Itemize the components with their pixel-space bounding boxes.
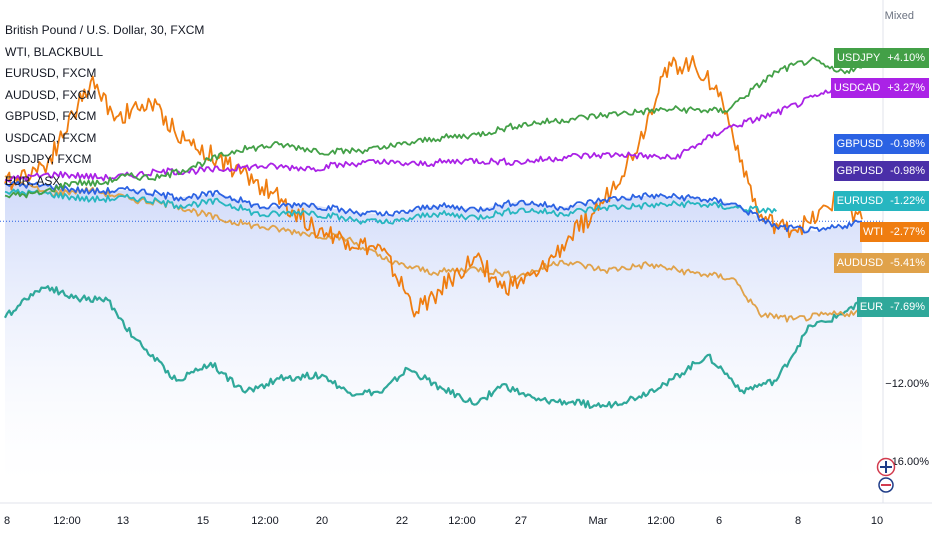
percent-tick-label: −16.00% — [885, 456, 929, 469]
legend-row[interactable]: AUDUSD, FXCM — [5, 87, 97, 102]
price-badge-symbol: GBPUSD — [836, 138, 884, 150]
price-badge[interactable]: WTI -2.77% — [859, 222, 929, 242]
scale-mode-label[interactable]: Mixed — [884, 10, 914, 22]
price-badge-symbol: AUDUSD — [836, 257, 884, 269]
time-axis-tick: 13 — [116, 515, 130, 527]
price-badge-value: +3.27% — [887, 82, 925, 94]
price-badge-value: -1.22% — [890, 195, 925, 207]
price-badge-symbol: GBPUSD — [836, 165, 884, 177]
gbpusd-area-fill — [5, 183, 862, 483]
time-axis-tick: 12:00 — [53, 515, 81, 527]
price-badge-symbol: USDCAD — [833, 82, 881, 94]
series-line-gbpusd[interactable] — [4, 180, 863, 234]
legend: British Pound / U.S. Dollar, 30, FXCM WT… — [5, 20, 204, 192]
time-axis-tick: 22 — [395, 515, 409, 527]
price-badge[interactable]: USDCAD +3.27% — [830, 78, 929, 98]
series-line-usdcad[interactable] — [4, 80, 863, 183]
time-axis-tick: Mar — [588, 515, 608, 527]
legend-row[interactable]: USDCAD, FXCM — [5, 130, 97, 145]
price-badge-symbol: EUR — [859, 301, 884, 313]
area-fill — [5, 183, 862, 483]
price-badge-value: +4.10% — [887, 52, 925, 64]
price-badge[interactable]: USDJPY +4.10% — [833, 48, 929, 68]
time-axis-tick: 12:00 — [647, 515, 675, 527]
series-line-wti[interactable] — [4, 55, 863, 318]
price-badge[interactable]: GBPUSD -0.98% — [833, 161, 929, 181]
price-badge-value: -7.69% — [890, 301, 925, 313]
price-badge-value: -5.41% — [890, 257, 925, 269]
price-badge[interactable]: AUDUSD -5.41% — [833, 253, 929, 273]
percent-tick-label: −12.00% — [885, 377, 929, 390]
time-axis-tick: 6 — [715, 515, 723, 527]
time-axis-tick: 27 — [514, 515, 528, 527]
price-badge[interactable]: EURUSD -1.22% — [833, 191, 929, 211]
time-axis-tick: 12:00 — [448, 515, 476, 527]
series-layer — [4, 55, 863, 409]
price-badge-symbol: WTI — [862, 226, 884, 238]
series-line-eurusd[interactable] — [4, 188, 777, 225]
time-axis-tick: 8 — [3, 515, 11, 527]
price-badge-symbol: USDJPY — [836, 52, 881, 64]
price-badge[interactable]: EUR -7.69% — [856, 297, 929, 317]
series-line-eur[interactable] — [4, 285, 863, 409]
price-badge-value: -0.98% — [890, 138, 925, 150]
series-line-usdjpy[interactable] — [4, 56, 863, 199]
price-badge-symbol: EURUSD — [836, 195, 884, 207]
flag-logo-icon[interactable] — [876, 457, 896, 493]
time-axis-tick: 20 — [315, 515, 329, 527]
time-axis-tick: 12:00 — [251, 515, 279, 527]
price-badge[interactable]: GBPUSD -0.98% — [833, 134, 929, 154]
legend-rows: WTI, BLACKBULL EURUSD, FXCM AUDUSD, FXCM GB… — [5, 42, 204, 193]
time-axis-tick: 15 — [196, 515, 210, 527]
price-badge-value: -0.98% — [890, 165, 925, 177]
legend-row[interactable]: EURUSD, FXCM — [5, 66, 97, 80]
time-axis-tick: 8 — [794, 515, 802, 527]
time-axis-tick: 10 — [870, 515, 884, 527]
legend-row[interactable]: USDJPY, FXCM — [5, 152, 92, 166]
time-axis[interactable]: 8 12:00 13 15 12:00 20 22 12:00 27 Mar 12:00 6 8 10 — [0, 512, 932, 542]
legend-row[interactable]: GBPUSD, FXCM — [5, 109, 97, 123]
legend-title[interactable]: British Pound / U.S. Dollar, 30, FXCM — [5, 23, 205, 37]
series-line-audusd[interactable] — [4, 175, 863, 323]
legend-row[interactable]: EUR, ASX — [5, 173, 61, 188]
price-badge-value: -2.77% — [890, 226, 925, 238]
legend-row[interactable]: WTI, BLACKBULL — [5, 44, 104, 59]
